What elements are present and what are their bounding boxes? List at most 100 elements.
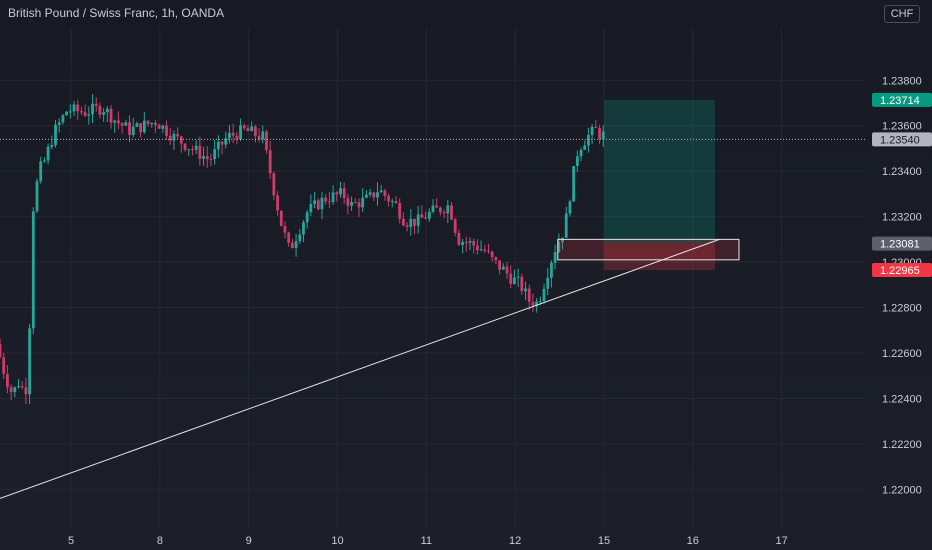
candle-body bbox=[131, 126, 135, 135]
candle-body bbox=[394, 201, 398, 204]
candle-body bbox=[535, 301, 539, 307]
candle-body bbox=[161, 125, 165, 129]
candle-body bbox=[2, 357, 6, 374]
candle-body bbox=[339, 188, 342, 195]
candle-body bbox=[575, 156, 579, 167]
candle-body bbox=[439, 207, 442, 213]
candle-body bbox=[261, 131, 265, 140]
candle-body bbox=[357, 202, 361, 208]
candle-body bbox=[490, 251, 494, 258]
candle-body bbox=[91, 103, 94, 115]
zone-box-group[interactable] bbox=[557, 238, 740, 261]
target-zone bbox=[603, 99, 716, 244]
y-tick-label: 1.22200 bbox=[882, 439, 922, 451]
candle-body bbox=[557, 242, 561, 253]
x-tick-label: 10 bbox=[331, 535, 343, 547]
candle-body bbox=[390, 201, 394, 203]
candle-body bbox=[364, 194, 368, 198]
candle-body bbox=[102, 112, 106, 115]
candle-body bbox=[128, 122, 131, 135]
candle-body bbox=[335, 192, 339, 195]
entry-price-label-bg bbox=[872, 236, 932, 251]
candle-body bbox=[598, 128, 601, 140]
candle-body bbox=[179, 136, 183, 144]
candle-body bbox=[398, 203, 402, 219]
candle-body bbox=[213, 149, 217, 160]
candle-body bbox=[372, 192, 376, 198]
candle-body bbox=[527, 288, 531, 302]
candle-body bbox=[309, 203, 313, 213]
x-tick-label: 12 bbox=[509, 535, 521, 547]
candle-body bbox=[6, 373, 9, 388]
candle-body bbox=[202, 156, 205, 159]
candle-body bbox=[590, 126, 594, 136]
candle-body bbox=[420, 214, 424, 218]
candle-body bbox=[294, 241, 298, 249]
candle-body bbox=[39, 161, 43, 182]
x-tick-label: 8 bbox=[157, 535, 163, 547]
candle-body bbox=[220, 141, 224, 145]
candle-body bbox=[483, 249, 487, 251]
x-tick-label: 17 bbox=[775, 535, 787, 547]
candle-body bbox=[387, 195, 390, 202]
candle-body bbox=[479, 249, 483, 251]
position-tool[interactable] bbox=[603, 99, 716, 271]
candle-body bbox=[187, 149, 191, 151]
candle-body bbox=[253, 126, 257, 136]
y-tick-label: 1.23600 bbox=[882, 121, 922, 133]
candle-body bbox=[24, 387, 28, 395]
y-tick-label: 1.23400 bbox=[882, 166, 922, 178]
candle-body bbox=[279, 210, 283, 226]
candle-body bbox=[191, 149, 194, 151]
candle-body bbox=[457, 232, 461, 245]
candle-body bbox=[94, 103, 98, 106]
candle-body bbox=[453, 219, 457, 233]
candle-body bbox=[320, 197, 324, 210]
candle-body bbox=[20, 386, 24, 388]
candle-body bbox=[146, 120, 150, 125]
candle-body bbox=[401, 218, 405, 226]
candle-body bbox=[561, 237, 564, 243]
candle-body bbox=[509, 273, 513, 284]
price-axis[interactable]: 1.238001.236001.234001.232001.230001.228… bbox=[882, 75, 922, 496]
candle-body bbox=[80, 111, 83, 113]
y-tick-label: 1.23200 bbox=[882, 212, 922, 224]
candle-body bbox=[283, 225, 287, 233]
candle-body bbox=[276, 195, 279, 211]
time-axis[interactable]: 5 8 9 10 11 12 15 16 17 bbox=[68, 535, 788, 547]
candle-body bbox=[553, 252, 557, 263]
candle-body bbox=[117, 120, 120, 124]
candle-body bbox=[435, 205, 439, 208]
trendline-group[interactable] bbox=[0, 238, 720, 499]
candle-body bbox=[113, 120, 117, 123]
candle-body bbox=[431, 205, 435, 212]
candle-body bbox=[168, 135, 172, 141]
candle-body bbox=[157, 125, 161, 129]
candle-body bbox=[379, 190, 383, 193]
candle-body bbox=[594, 126, 598, 129]
candle-body bbox=[68, 111, 72, 113]
candle-body bbox=[154, 122, 157, 126]
candle-body bbox=[139, 123, 143, 133]
candle-body bbox=[172, 133, 176, 141]
candle-body bbox=[272, 173, 276, 196]
candle-body bbox=[531, 301, 535, 307]
price-labels: 1.23714 1.23540 1.23081 1.22965 bbox=[872, 92, 932, 278]
candle-body bbox=[302, 222, 305, 235]
currency-button[interactable]: CHF bbox=[884, 5, 920, 23]
candle-body bbox=[76, 104, 80, 112]
candle-body bbox=[176, 133, 180, 137]
candle-body bbox=[239, 125, 242, 140]
candle-body bbox=[427, 211, 431, 219]
candle-body bbox=[424, 217, 427, 219]
candle-body bbox=[498, 260, 502, 270]
candle-body bbox=[17, 386, 20, 388]
trendline bbox=[0, 238, 720, 499]
candle-body bbox=[353, 201, 357, 203]
candle-body bbox=[601, 131, 605, 140]
candle-body bbox=[142, 120, 146, 133]
candle-body bbox=[405, 225, 409, 227]
candle-body bbox=[505, 266, 509, 274]
